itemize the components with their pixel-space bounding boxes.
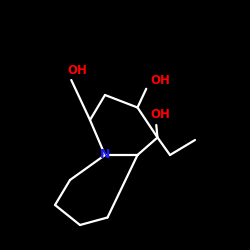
Text: N: N: [100, 148, 110, 162]
Text: OH: OH: [68, 64, 87, 76]
Text: OH: OH: [150, 74, 170, 86]
Text: OH: OH: [150, 108, 170, 122]
